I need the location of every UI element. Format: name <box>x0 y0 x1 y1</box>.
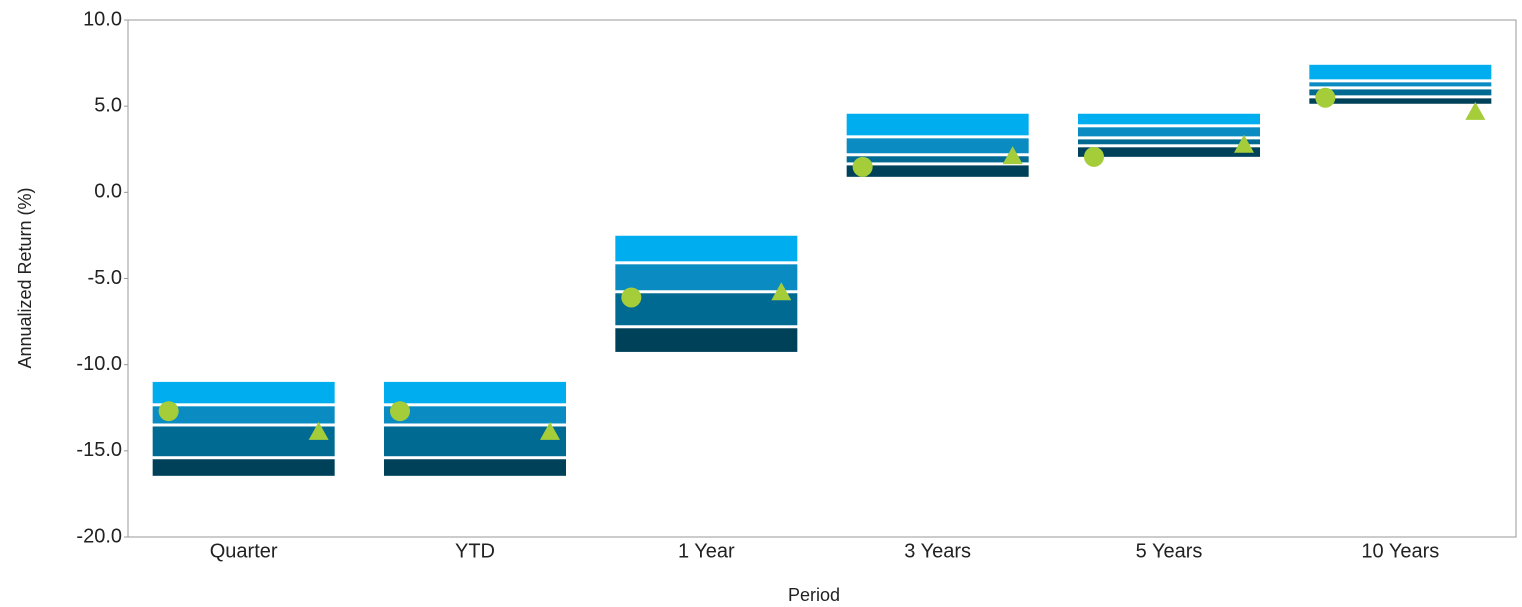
range-segment <box>846 113 1029 136</box>
range-segment <box>384 406 566 424</box>
range-segment <box>152 381 335 404</box>
y-tick-label: 0.0 <box>94 181 122 203</box>
circle-marker <box>390 401 410 422</box>
range-segment <box>1078 147 1260 157</box>
plot-frame <box>127 19 1517 538</box>
x-tick-label: 5 Years <box>1136 540 1203 562</box>
y-tick-label: -5.0 <box>88 267 122 289</box>
range-segment <box>615 264 798 291</box>
range-segment <box>1309 98 1492 104</box>
range-segment <box>846 138 1029 154</box>
y-tick-label: 10.0 <box>83 8 122 30</box>
triangle-marker <box>1465 101 1486 120</box>
range-segment <box>1309 89 1492 96</box>
range-segment <box>152 426 335 457</box>
triangle-marker <box>308 421 329 440</box>
range-segment <box>152 406 335 424</box>
range-segment <box>1078 113 1260 125</box>
range-segment <box>1309 64 1492 80</box>
x-tick-label: 3 Years <box>904 540 971 562</box>
triangle-marker <box>771 282 792 301</box>
y-axis-label: Annualized Return (%) <box>15 187 35 368</box>
range-segment <box>615 293 798 326</box>
range-segment <box>615 328 798 352</box>
range-segment <box>1078 139 1260 145</box>
range-segment <box>846 165 1029 177</box>
x-tick-label: 10 Years <box>1361 540 1439 562</box>
triangle-marker <box>1002 146 1023 165</box>
y-tick-label: -15.0 <box>76 439 122 461</box>
circle-marker <box>1084 146 1104 167</box>
circle-marker <box>1315 87 1336 108</box>
x-tick-label: Quarter <box>210 540 278 562</box>
circle-marker <box>621 287 642 308</box>
circle-marker <box>852 156 873 177</box>
range-segment <box>384 381 566 404</box>
range-segment <box>384 426 566 457</box>
range-segment <box>1078 127 1260 137</box>
x-tick-label: YTD <box>455 540 495 562</box>
range-segment <box>615 235 798 262</box>
circle-marker <box>158 401 179 422</box>
x-axis-label: Period <box>788 585 840 605</box>
range-segment <box>384 459 566 476</box>
y-tick-label: -20.0 <box>76 525 122 547</box>
range-segment <box>846 156 1029 163</box>
range-segment <box>1309 82 1492 87</box>
triangle-marker <box>540 421 560 440</box>
y-tick-label: -10.0 <box>76 353 122 375</box>
y-tick-label: 5.0 <box>94 94 122 116</box>
x-tick-label: 1 Year <box>678 540 735 562</box>
range-segment <box>152 459 335 476</box>
triangle-marker <box>1234 134 1254 153</box>
